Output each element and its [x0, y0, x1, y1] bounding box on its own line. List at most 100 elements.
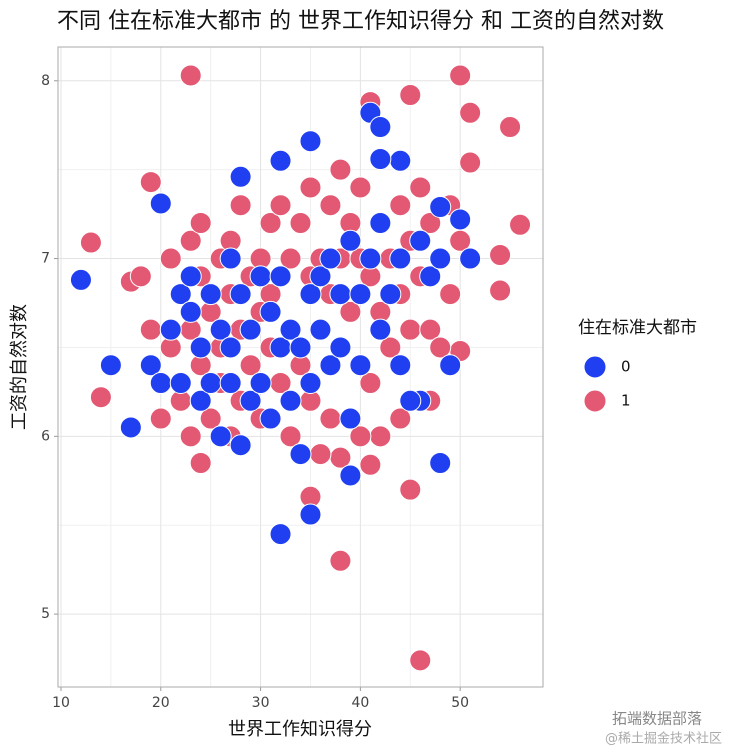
- point: [429, 336, 452, 359]
- point: [279, 318, 302, 341]
- point: [419, 318, 442, 341]
- point: [349, 425, 372, 448]
- point: [389, 354, 412, 377]
- point: [299, 176, 322, 199]
- point: [329, 336, 352, 359]
- point: [349, 176, 372, 199]
- y-tick-label: 5: [41, 606, 50, 622]
- watermark: 拓端数据部落: [612, 710, 702, 728]
- point: [179, 300, 202, 323]
- point: [69, 268, 92, 291]
- point: [379, 283, 402, 306]
- point: [489, 244, 512, 266]
- point: [349, 354, 372, 377]
- point: [369, 212, 392, 234]
- point: [169, 283, 192, 306]
- point: [359, 247, 382, 270]
- point: [329, 283, 352, 306]
- point: [289, 443, 312, 466]
- point: [409, 649, 432, 672]
- point: [239, 354, 262, 377]
- point: [409, 229, 432, 252]
- point: [239, 318, 262, 341]
- x-tick-label: 30: [252, 695, 270, 711]
- point: [139, 318, 162, 341]
- point: [439, 283, 462, 306]
- point: [269, 149, 292, 172]
- point: [149, 192, 172, 215]
- point: [379, 336, 402, 359]
- point: [189, 212, 212, 234]
- point: [349, 283, 372, 306]
- point: [449, 64, 472, 87]
- point: [429, 452, 452, 474]
- point: [389, 407, 412, 430]
- x-tick-label: 40: [351, 695, 369, 711]
- point: [139, 171, 162, 194]
- point: [339, 407, 362, 430]
- point: [389, 247, 412, 270]
- point: [289, 336, 312, 359]
- point: [359, 453, 382, 476]
- y-tick-label: 7: [41, 251, 50, 267]
- point: [259, 407, 282, 430]
- legend-label: 0: [621, 358, 631, 376]
- point: [319, 194, 342, 217]
- point: [369, 116, 392, 138]
- y-tick-label: 8: [41, 73, 50, 89]
- point: [359, 372, 382, 394]
- point: [89, 386, 112, 409]
- point: [369, 148, 392, 170]
- point: [189, 336, 212, 359]
- point: [459, 151, 482, 174]
- y-axis-title: 工资的自然对数: [9, 304, 30, 430]
- x-tick-label: 10: [52, 695, 70, 711]
- point: [319, 354, 342, 377]
- point: [339, 300, 362, 323]
- point: [299, 372, 322, 394]
- point: [299, 283, 322, 306]
- x-tick-label: 20: [152, 695, 170, 711]
- point: [489, 279, 512, 302]
- point: [399, 318, 422, 341]
- point: [269, 523, 292, 546]
- point: [419, 265, 442, 288]
- point: [139, 354, 162, 377]
- point: [119, 416, 142, 439]
- point: [279, 247, 302, 270]
- point: [199, 283, 222, 306]
- point: [219, 372, 242, 394]
- point: [209, 425, 232, 448]
- point: [499, 116, 522, 138]
- point: [179, 64, 202, 87]
- point: [149, 407, 172, 430]
- point: [259, 212, 282, 234]
- point: [299, 503, 322, 526]
- point: [299, 130, 322, 153]
- y-tick-label: 6: [41, 428, 50, 444]
- point: [389, 149, 412, 172]
- point: [229, 165, 252, 188]
- point: [399, 389, 422, 412]
- point: [289, 212, 312, 234]
- point: [439, 354, 462, 377]
- legend-key: [583, 389, 607, 413]
- point: [409, 176, 432, 199]
- point: [79, 231, 102, 254]
- point: [319, 407, 342, 430]
- point: [159, 318, 182, 341]
- x-tick-label: 50: [451, 695, 469, 711]
- point: [199, 407, 222, 430]
- point: [169, 372, 192, 394]
- chart-title: 不同 住在标准大都市 的 世界工作知识得分 和 工资的自然对数: [57, 9, 664, 34]
- point: [219, 336, 242, 359]
- point: [279, 425, 302, 448]
- point: [329, 549, 352, 572]
- point: [509, 213, 532, 236]
- point: [179, 265, 202, 288]
- point: [159, 247, 182, 270]
- legend-title: 住在标准大都市: [578, 318, 697, 338]
- point: [249, 372, 272, 394]
- point: [429, 196, 452, 218]
